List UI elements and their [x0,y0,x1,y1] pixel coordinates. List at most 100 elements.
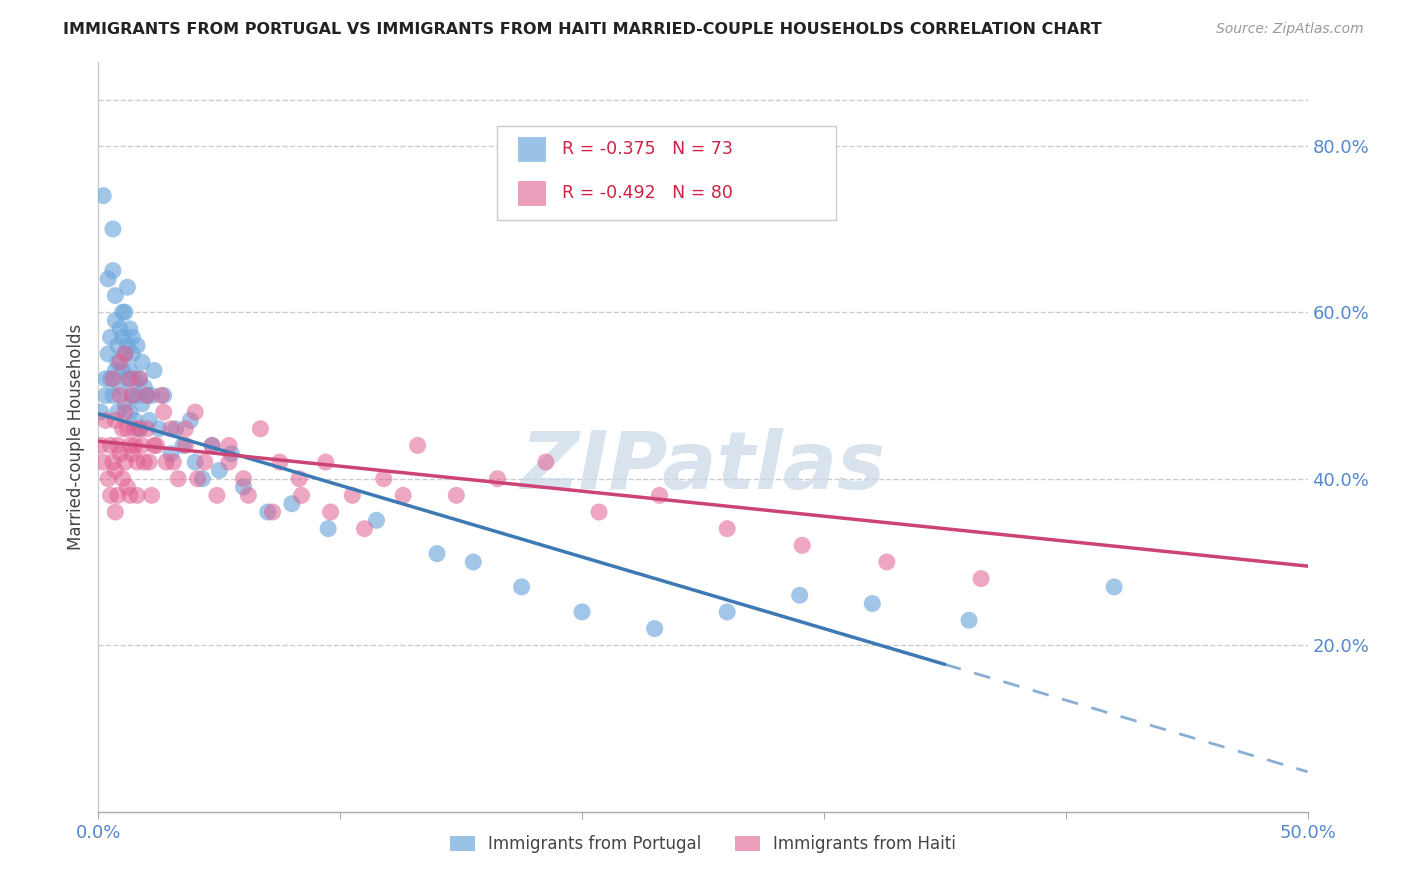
Point [1102,580,1125,594]
Point [114,405,136,419]
Point [117,422,139,436]
Point [789,588,811,602]
Point [135,388,157,402]
Point [127,338,149,352]
Point [128,422,150,436]
Point [463,555,485,569]
Point [184,455,207,469]
Point [165,422,187,436]
Point [135,422,157,436]
Point [134,455,156,469]
Point [152,388,174,402]
Point [160,422,183,436]
Point [249,422,271,436]
Point [118,405,141,419]
Point [118,363,141,377]
Text: ZIPatlas: ZIPatlas [520,428,886,506]
Point [118,488,141,502]
Point [205,488,228,502]
Point [111,305,134,319]
Point [114,305,136,319]
Point [108,380,131,394]
Point [118,438,141,452]
Text: Source: ZipAtlas.com: Source: ZipAtlas.com [1216,22,1364,37]
Point [121,447,143,461]
Point [860,597,883,611]
Point [121,388,143,402]
Point [648,488,671,502]
Point [117,372,139,386]
Point [957,613,980,627]
Point [221,447,243,461]
Point [353,522,375,536]
Point [117,480,139,494]
Point [100,372,122,386]
Point [141,388,163,402]
Point [792,538,814,552]
Point [101,372,124,386]
Point [94,388,117,402]
Point [107,338,129,352]
Point [319,505,342,519]
Point [121,330,143,344]
Point [716,605,738,619]
Point [114,455,136,469]
Point [256,505,278,519]
Point [201,438,224,452]
Point [138,455,160,469]
Point [128,372,150,386]
Point [90,405,112,419]
Point [392,488,415,502]
Point [121,388,143,402]
Point [118,322,141,336]
Point [588,505,610,519]
Point [970,572,993,586]
Point [191,472,214,486]
Point [117,338,139,352]
Point [97,272,120,286]
Point [101,455,124,469]
Point [90,438,112,452]
Point [124,372,146,386]
Legend: Immigrants from Portugal, Immigrants from Haiti: Immigrants from Portugal, Immigrants fro… [443,829,963,860]
Point [281,497,304,511]
Point [218,438,240,452]
Point [124,438,146,452]
Point [101,222,124,236]
Point [111,472,134,486]
Point [716,522,738,536]
Point [104,363,127,377]
Point [117,280,139,294]
Point [114,347,136,361]
Text: R = -0.375   N = 73: R = -0.375 N = 73 [561,140,733,159]
Point [315,455,337,469]
Point [107,488,129,502]
Point [114,347,136,361]
Point [148,422,170,436]
Point [143,363,166,377]
Point [107,438,129,452]
Point [145,438,167,452]
Point [134,380,156,394]
Point [162,455,184,469]
FancyBboxPatch shape [517,137,544,161]
Point [94,413,117,427]
Point [128,372,150,386]
Point [91,455,114,469]
Point [150,388,173,402]
FancyBboxPatch shape [498,126,837,219]
Point [127,455,149,469]
Point [104,288,127,302]
Point [373,472,395,486]
FancyBboxPatch shape [517,181,544,205]
Point [108,447,131,461]
Point [160,447,183,461]
Point [571,605,593,619]
Point [534,455,557,469]
Point [104,313,127,327]
Point [232,480,254,494]
Point [208,463,231,477]
Point [131,438,153,452]
Point [269,455,291,469]
Point [141,488,163,502]
